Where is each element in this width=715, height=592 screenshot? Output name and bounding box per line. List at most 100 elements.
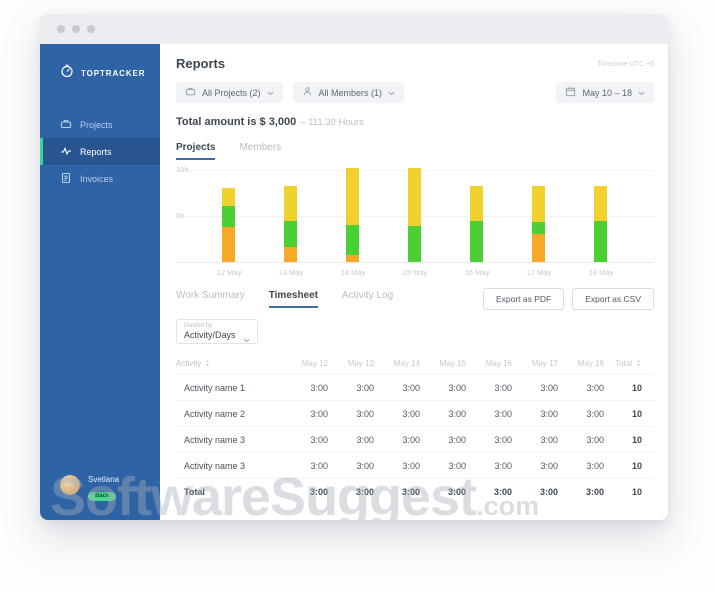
bar-segment-series-yellow — [594, 185, 608, 221]
bar-13-may[interactable] — [284, 185, 298, 262]
x-axis-label: 17 May — [526, 268, 552, 277]
table-row: Activity name 3 3:00 3:00 3:00 3:00 3:00 3:00 3… — [176, 426, 654, 453]
table-header-row: Activity May 12 May 13 May 14 May 15 May 16 Ma… — [176, 355, 654, 375]
window-titlebar — [40, 14, 668, 44]
bar-14-may[interactable] — [346, 168, 360, 262]
page-title: Reports — [176, 56, 226, 71]
activity-name-cell: Activity name 2 — [176, 400, 282, 427]
briefcase-icon — [185, 86, 196, 99]
column-header-day: May 17 — [531, 359, 558, 368]
table-total-row: Total 3:00 3:00 3:00 3:00 3:00 3:00 3:00 10 — [176, 478, 654, 504]
user-name: Svetlana — [88, 475, 120, 484]
x-axis-label: 14 May — [340, 268, 366, 277]
bar-segment-series-yellow — [346, 168, 360, 226]
chevron-down-icon — [638, 88, 645, 98]
tab-chart-projects[interactable]: Projects — [176, 142, 216, 160]
hours-cell: 3:00 — [420, 426, 466, 453]
bar-segment-series-green — [594, 220, 608, 262]
column-header-day: May 16 — [485, 359, 512, 368]
chart-column: 17 May — [526, 185, 552, 280]
hours-cell: 3:00 — [558, 452, 604, 479]
brand: TOPTRACKER — [60, 64, 160, 83]
members-filter-dropdown[interactable]: All Members (1) — [292, 82, 405, 103]
brand-name: TOPTRACKER — [81, 69, 146, 78]
column-header-day: May 12 — [301, 359, 328, 368]
column-header-total[interactable]: Total — [604, 355, 654, 375]
activity-name-cell: Activity name 1 — [176, 374, 282, 401]
bar-17-may[interactable] — [532, 185, 546, 262]
hours-cell: 3:00 — [466, 400, 512, 427]
total-hours: – 111.30 Hours — [300, 117, 364, 128]
column-header-activity[interactable]: Activity — [176, 355, 282, 375]
hours-cell: 3:00 — [374, 400, 420, 427]
hours-cell: 3:00 — [558, 400, 604, 427]
bar-segment-series-yellow — [470, 185, 484, 221]
sidebar-item-projects[interactable]: Projects — [40, 111, 160, 138]
bar-15-may[interactable] — [408, 168, 422, 262]
window-control-dot[interactable] — [72, 25, 80, 33]
tab-work-summary[interactable]: Work Summary — [176, 290, 245, 301]
divided-by-value: Activity/Days — [184, 330, 236, 340]
hours-cell: 3:00 — [282, 452, 328, 479]
hours-cell: 3:00 — [466, 374, 512, 401]
bar-segment-series-yellow — [408, 168, 422, 227]
bar-16-may[interactable] — [470, 185, 484, 262]
tab-chart-members[interactable]: Members — [239, 142, 282, 153]
sort-icon — [206, 360, 210, 366]
sidebar-item-invoices[interactable]: Invoices — [40, 165, 160, 192]
hours-bar-chart: 10h 5h 12 May 13 May 14 May 15 May 16 May 17 … — [176, 162, 654, 280]
export-pdf-button[interactable]: Export as PDF — [482, 288, 565, 310]
total-amount: Total amount is $ 3,000 — [176, 116, 297, 128]
activity-name-cell: Activity name 3 — [176, 452, 282, 479]
hours-cell: 3:00 — [420, 478, 466, 504]
tab-timesheet[interactable]: Timesheet — [268, 290, 319, 308]
x-axis-label: 12 May — [216, 268, 242, 277]
members-filter-value: All Members (1) — [318, 87, 383, 98]
column-header-day: May 15 — [439, 359, 466, 368]
bar-segment-series-orange — [284, 247, 298, 262]
row-total-cell: 10 — [604, 426, 654, 453]
bar-18-may[interactable] — [594, 185, 608, 262]
bar-segment-series-green — [222, 205, 236, 228]
activity-name-cell: Activity name 3 — [176, 426, 282, 453]
hours-cell: 3:00 — [558, 426, 604, 453]
hours-cell: 3:00 — [374, 374, 420, 401]
y-tick-label: 10h — [176, 165, 189, 174]
hours-cell: 3:00 — [512, 426, 558, 453]
bar-segment-series-green — [408, 226, 422, 262]
bar-segment-series-green — [470, 220, 484, 262]
table-body: Activity name 1 3:00 3:00 3:00 3:00 3:00 3:00 3… — [176, 374, 654, 504]
bar-segment-series-green — [284, 220, 298, 248]
total-amount-line: Total amount is $ 3,000– 111.30 Hours — [176, 116, 654, 128]
x-axis-label: 18 May — [588, 268, 614, 277]
hours-cell: 3:00 — [512, 452, 558, 479]
hours-cell: 3:00 — [328, 400, 374, 427]
x-axis-label: 13 May — [278, 268, 304, 277]
hours-cell: 3:00 — [374, 452, 420, 479]
window-control-dot[interactable] — [87, 25, 95, 33]
chart-column: 15 May — [403, 168, 427, 280]
avatar — [60, 475, 80, 495]
export-csv-button[interactable]: Export as CSV — [572, 288, 654, 310]
calendar-icon — [565, 86, 576, 99]
timesheet-table: Activity May 12 May 13 May 14 May 15 May 16 Ma… — [176, 355, 654, 504]
bar-12-may[interactable] — [222, 187, 236, 262]
table-tabs-row: Work Summary Timesheet Activity Log Expo… — [176, 288, 654, 310]
tab-activity-log[interactable]: Activity Log — [342, 290, 394, 301]
x-axis-label: 16 May — [464, 268, 490, 277]
bar-segment-series-yellow — [222, 187, 236, 206]
window-control-dot[interactable] — [57, 25, 65, 33]
chart-column: 18 May — [588, 185, 614, 280]
date-range-picker[interactable]: May 10 – 18 — [556, 82, 654, 103]
hours-cell: 3:00 — [466, 426, 512, 453]
user-profile[interactable]: Svetlana Back — [60, 475, 160, 502]
hours-cell: 3:00 — [558, 478, 604, 504]
hours-cell: 3:00 — [328, 374, 374, 401]
hours-cell: 3:00 — [328, 478, 374, 504]
sidebar-item-label: Reports — [80, 146, 112, 157]
sidebar-item-reports[interactable]: Reports — [40, 138, 160, 165]
divided-by-select[interactable]: Divided by Activity/Days — [176, 319, 258, 344]
projects-filter-dropdown[interactable]: All Projects (2) — [176, 82, 283, 103]
hours-cell: 3:00 — [558, 374, 604, 401]
chart-column: 16 May — [464, 185, 490, 280]
